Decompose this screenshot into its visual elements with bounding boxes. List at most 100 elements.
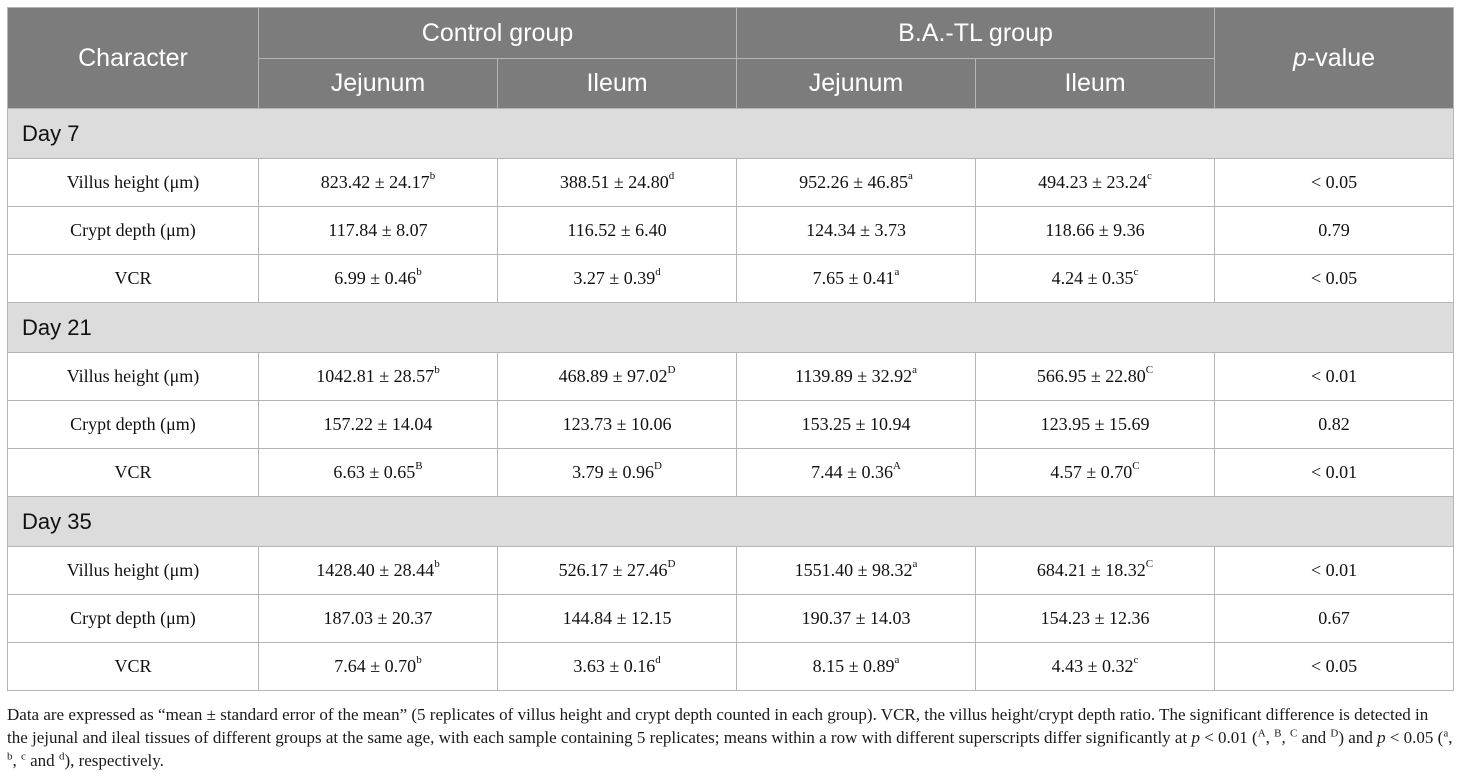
cell-superscript: b [434,558,440,570]
cell-value: 7.65 ± 0.41 [812,268,895,288]
cell-superscript: c [1147,170,1152,182]
cell-treatment-ileum: 154.23 ± 12.36 [975,594,1216,643]
cell-superscript: c [1133,266,1139,278]
cell-treatment-jejunum: 7.44 ± 0.36A [736,448,977,497]
cell-treatment-jejunum: 7.65 ± 0.41a [736,254,977,303]
table-header: Character Control group B.A.-TL group p-… [7,7,1455,109]
cell-value: 3.79 ± 0.96 [572,462,654,482]
cell-superscript: a [912,558,918,570]
cell-value: 190.37 ± 14.03 [801,608,911,628]
cell-value: 6.99 ± 0.46 [334,268,417,288]
header-p-value: p-value [1214,7,1455,109]
cell-p-value: 0.79 [1214,206,1455,255]
footnote-text: < 0.05 ( [1385,728,1444,747]
footnote-text: and [25,751,59,770]
row-character: Crypt depth (μm) [7,594,259,643]
cell-value: 8.15 ± 0.89 [812,656,895,676]
cell-treatment-jejunum: 952.26 ± 46.85a [736,158,977,207]
row-character: VCR [7,448,259,497]
cell-treatment-jejunum: 1139.89 ± 32.92a [736,352,977,401]
cell-treatment-ileum: 566.95 ± 22.80C [975,352,1216,401]
footnote-text: < 0.01 ( [1199,728,1258,747]
row-character: VCR [7,642,259,691]
cell-p-value: < 0.01 [1214,448,1455,497]
table-row: Crypt depth (μm) 157.22 ± 14.04 123.73 ± 1… [7,400,1455,449]
cell-superscript: a [894,266,900,278]
cell-p-value: < 0.05 [1214,158,1455,207]
header-control-group: Control group [257,7,738,59]
cell-value: 6.63 ± 0.65 [333,462,416,482]
cell-control-ileum: 388.51 ± 24.80d [496,158,738,207]
cell-control-jejunum: 1428.40 ± 28.44b [258,546,498,595]
footnote-text: and [1297,728,1331,747]
cell-p-value: < 0.05 [1214,254,1455,303]
table-footnote: Data are expressed as “mean ± standard e… [7,703,1453,772]
header-treatment-group: B.A.-TL group [736,7,1216,59]
cell-treatment-jejunum: 8.15 ± 0.89a [736,642,977,691]
table-row: Villus height (μm) 1428.40 ± 28.44b 526.17… [7,546,1455,595]
cell-control-ileum: 144.84 ± 12.15 [496,594,738,643]
cell-p-value: 0.67 [1214,594,1455,643]
table-row: VCR 7.64 ± 0.70b 3.63 ± 0.16d 8.15 ± 0.89a 4… [7,642,1455,691]
footnote-superscript: d [58,750,65,763]
cell-superscript: a [912,364,918,376]
cell-value: 388.51 ± 24.80 [559,172,669,192]
footnote-superscript: B [1274,727,1282,740]
cell-value: 116.52 ± 6.40 [567,220,667,240]
table-row: VCR 6.63 ± 0.65B 3.79 ± 0.96D 7.44 ± 0.36A 4… [7,448,1455,497]
row-character: Villus height (μm) [7,546,259,595]
cell-superscript: D [667,558,676,570]
cell-treatment-jejunum: 1551.40 ± 98.32a [736,546,977,595]
cell-superscript: C [1145,364,1154,376]
cell-control-jejunum: 117.84 ± 8.07 [258,206,498,255]
cell-treatment-ileum: 4.43 ± 0.32c [975,642,1216,691]
cell-superscript: C [1145,558,1154,570]
cell-control-jejunum: 823.42 ± 24.17b [258,158,498,207]
section-label: Day 21 [6,302,1455,353]
section-row: Day 7 [6,108,1455,159]
cell-superscript: c [1133,654,1139,666]
cell-treatment-jejunum: 124.34 ± 3.73 [736,206,977,255]
table-row: Crypt depth (μm) 187.03 ± 20.37 144.84 ± 1… [7,594,1455,643]
row-character: Crypt depth (μm) [7,400,259,449]
section-label: Day 35 [6,496,1455,547]
section-row: Day 21 [6,302,1455,353]
table-row: Villus height (μm) 823.42 ± 24.17b 388.51 … [7,158,1455,207]
cell-treatment-jejunum: 190.37 ± 14.03 [736,594,977,643]
cell-control-ileum: 3.79 ± 0.96D [496,448,738,497]
cell-superscript: b [416,266,422,278]
cell-value: 144.84 ± 12.15 [562,608,672,628]
header-p-suffix: -value [1306,43,1376,72]
cell-superscript: d [668,170,675,182]
cell-value: 157.22 ± 14.04 [323,414,433,434]
cell-superscript: b [416,654,422,666]
footnote-superscript: a [1443,727,1449,740]
cell-superscript: d [655,654,661,666]
footnote-text: , [1448,728,1453,747]
row-character: Villus height (μm) [7,158,259,207]
cell-value: 4.43 ± 0.32 [1051,656,1134,676]
cell-control-ileum: 468.89 ± 97.02D [496,352,738,401]
cell-p-value: 0.82 [1214,400,1455,449]
cell-value: 187.03 ± 20.37 [323,608,433,628]
cell-control-jejunum: 6.63 ± 0.65B [258,448,498,497]
header-control-jejunum: Jejunum [258,58,498,109]
cell-value: 123.95 ± 15.69 [1040,414,1150,434]
row-character: VCR [7,254,259,303]
cell-superscript: D [667,364,676,376]
cell-treatment-ileum: 684.21 ± 18.32C [975,546,1216,595]
table-row: Crypt depth (μm) 117.84 ± 8.07 116.52 ± 6.… [7,206,1455,255]
header-p-italic: p [1293,43,1307,72]
cell-value: 1042.81 ± 28.57 [316,366,435,386]
cell-control-ileum: 116.52 ± 6.40 [496,206,738,255]
cell-value: 124.34 ± 3.73 [806,220,906,240]
cell-treatment-ileum: 118.66 ± 9.36 [975,206,1216,255]
cell-value: 952.26 ± 46.85 [799,172,909,192]
cell-value: 494.23 ± 23.24 [1038,172,1148,192]
footnote-text: , [1281,728,1291,747]
footnote-superscript: D [1330,727,1339,740]
row-character: Crypt depth (μm) [7,206,259,255]
cell-value: 118.66 ± 9.36 [1045,220,1145,240]
cell-value: 684.21 ± 18.32 [1036,560,1146,580]
cell-control-ileum: 123.73 ± 10.06 [496,400,738,449]
